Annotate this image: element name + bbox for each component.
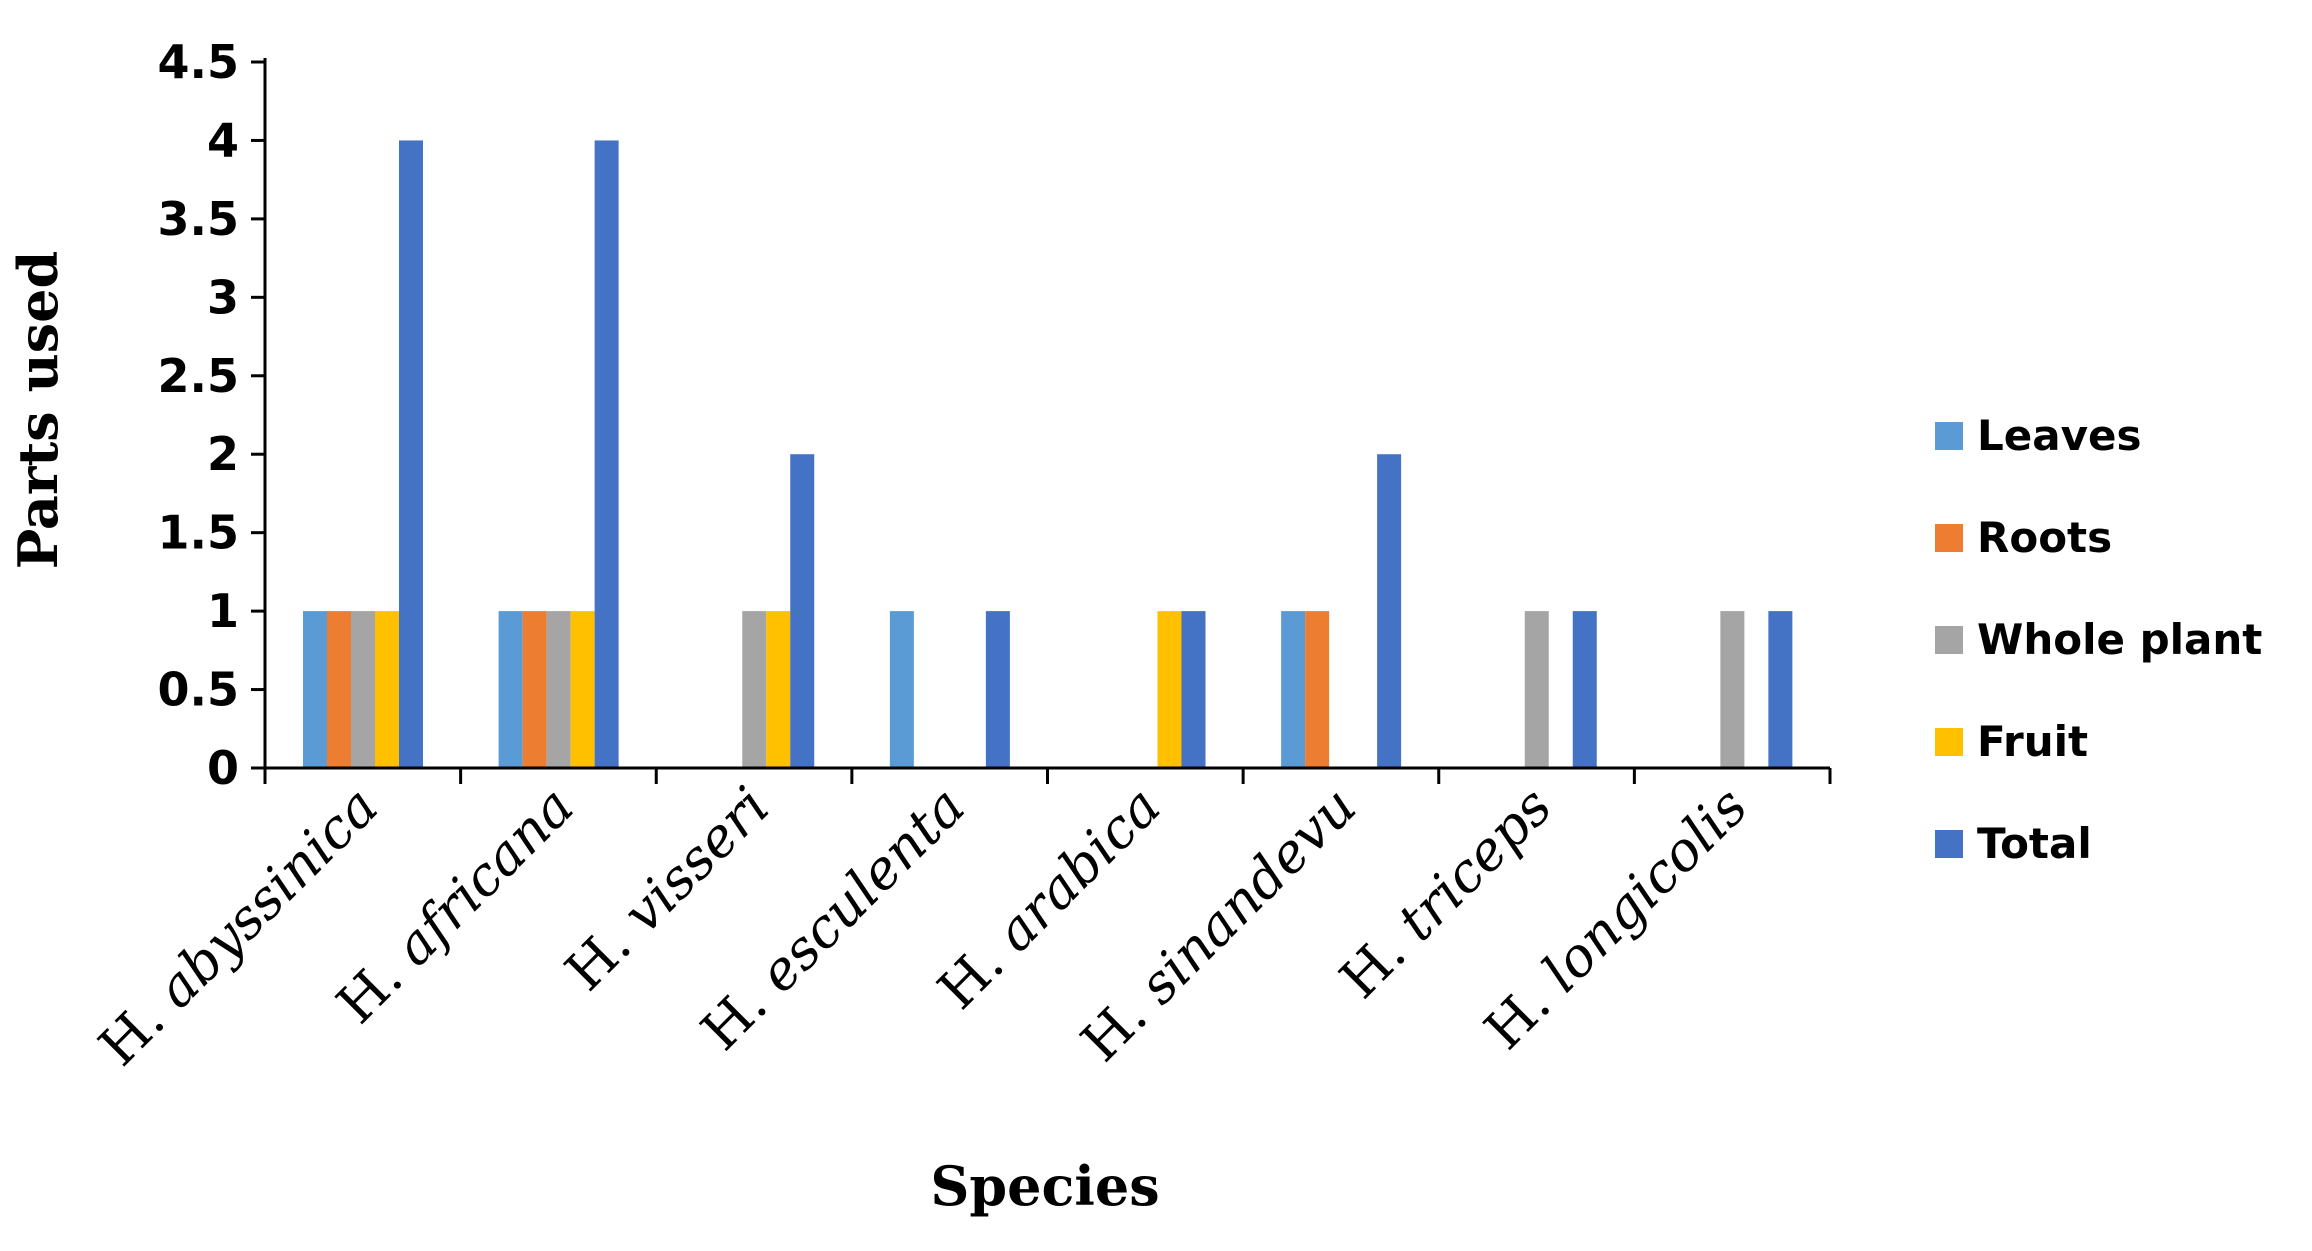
y-axis-title: Parts used	[6, 251, 70, 570]
bar-roots-abyssinica	[327, 611, 351, 768]
legend-label-whole-plant: Whole plant	[1977, 615, 2262, 664]
bar-whole-plant-visseri	[742, 611, 767, 768]
bar-leaves-sinandevu	[1281, 611, 1306, 768]
legend-label-leaves: Leaves	[1977, 411, 2141, 460]
bar-fruit-arabica	[1157, 611, 1182, 768]
bar-total-abyssinica	[399, 140, 423, 768]
bar-total-arabica	[1181, 611, 1206, 768]
bar-whole-plant-africana	[546, 611, 571, 768]
bar-total-visseri	[790, 454, 815, 768]
bar-roots-africana	[522, 611, 547, 768]
axes-layer	[251, 58, 1832, 784]
bar-leaves-africana	[498, 611, 523, 768]
bar-total-longicolis	[1768, 611, 1793, 768]
bar-fruit-africana	[570, 611, 595, 768]
bar-fruit-abyssinica	[375, 611, 399, 768]
x-axis-title: Species	[930, 1154, 1159, 1218]
legend-swatch-total	[1935, 830, 1963, 858]
bar-total-sinandevu	[1377, 454, 1402, 768]
bar-fruit-visseri	[766, 611, 791, 768]
bar-total-esculenta	[985, 611, 1010, 768]
y-tick-label: 0.5	[158, 663, 240, 717]
y-tick-label: 2.5	[158, 349, 240, 403]
legend-swatch-fruit	[1935, 728, 1963, 756]
y-tick-label: 2	[207, 427, 239, 481]
legend: Leaves Roots Whole plant Fruit Total	[1935, 411, 2262, 868]
legend-swatch-whole-plant	[1935, 626, 1963, 654]
legend-label-total: Total	[1977, 819, 2092, 868]
bar-whole-plant-longicolis	[1720, 611, 1745, 768]
legend-label-fruit: Fruit	[1977, 717, 2088, 766]
bar-leaves-abyssinica	[303, 611, 327, 768]
y-tick-label: 3.5	[158, 192, 240, 246]
y-tick-label: 4.5	[158, 35, 240, 89]
y-tick-label: 0	[207, 741, 239, 795]
y-tick-label: 1.5	[158, 506, 240, 560]
y-tick-label: 1	[207, 584, 239, 638]
bar-total-africana	[594, 140, 619, 768]
legend-swatch-leaves	[1935, 422, 1963, 450]
bar-whole-plant-abyssinica	[351, 611, 375, 768]
y-tick-label: 3	[207, 270, 239, 324]
bars-layer	[303, 140, 1793, 768]
bar-total-triceps	[1572, 611, 1597, 768]
legend-swatch-roots	[1935, 524, 1963, 552]
bar-roots-sinandevu	[1305, 611, 1330, 768]
x-tick-label-abyssinica: H. abyssinica	[87, 775, 390, 1078]
y-tick-label: 4	[207, 113, 239, 167]
bar-whole-plant-triceps	[1524, 611, 1549, 768]
legend-label-roots: Roots	[1977, 513, 2112, 562]
bar-leaves-esculenta	[889, 611, 914, 768]
